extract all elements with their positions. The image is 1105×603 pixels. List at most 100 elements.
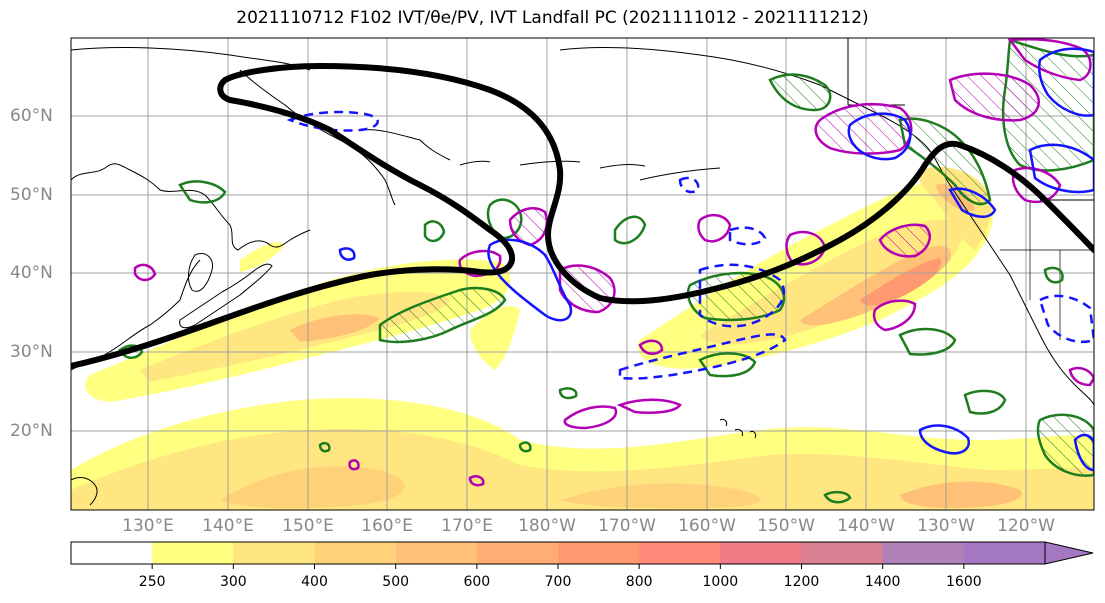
colorbar-tick-label: 700 bbox=[544, 574, 572, 590]
colorbar-tick-label: 1000 bbox=[702, 574, 739, 590]
theta-e-dashed-6 bbox=[1038, 294, 1094, 344]
lat-label-30n: 30°N bbox=[10, 342, 53, 362]
green-central bbox=[686, 271, 786, 322]
map-border bbox=[70, 37, 1095, 511]
pv-south-1 bbox=[563, 405, 618, 430]
pv-ne-1 bbox=[948, 72, 1040, 122]
green-china bbox=[118, 344, 144, 359]
figure-title: 2021110712 F102 IVT/θe/PV, IVT Landfall … bbox=[236, 8, 869, 28]
ivt-jet-east-core bbox=[800, 245, 951, 326]
lat-label-40n: 40°N bbox=[10, 263, 53, 283]
colorbar-segment bbox=[558, 542, 640, 564]
theta-e-south bbox=[918, 424, 971, 455]
green-se2 bbox=[1036, 413, 1094, 477]
colorbar-tick-label: 500 bbox=[382, 574, 410, 590]
green-small-1 bbox=[423, 220, 446, 243]
theta-e-dashed-2 bbox=[678, 176, 700, 194]
ivt-japan bbox=[240, 242, 285, 272]
theta-e-dashed-5 bbox=[728, 226, 767, 246]
philippines bbox=[71, 477, 98, 506]
green-contours bbox=[118, 38, 1094, 504]
pv-small-2 bbox=[348, 459, 360, 471]
theta-e-east bbox=[1028, 143, 1094, 194]
korea bbox=[187, 253, 214, 292]
lon-label-160w: 160°W bbox=[678, 516, 736, 536]
pv-se bbox=[1068, 366, 1094, 387]
pv-gulf bbox=[814, 102, 913, 155]
colorbar-segment bbox=[71, 542, 153, 564]
ivt-band-southern-core bbox=[220, 466, 405, 509]
lon-label-160e: 160°E bbox=[361, 516, 413, 536]
colorbar-tick-label: 1600 bbox=[946, 574, 982, 590]
lon-label-130e: 130°E bbox=[122, 516, 174, 536]
coastlines bbox=[71, 38, 1094, 506]
lon-label-170w: 170°W bbox=[598, 516, 656, 536]
colorbar bbox=[70, 541, 1094, 569]
ivt-band-southern-core2 bbox=[560, 483, 761, 508]
aleutians bbox=[459, 160, 646, 169]
green-se bbox=[963, 389, 1007, 415]
colorbar-segment bbox=[801, 542, 884, 564]
green-small-3 bbox=[558, 387, 578, 400]
pv-mid-5 bbox=[785, 230, 827, 266]
lon-label-150w: 150°W bbox=[757, 516, 815, 536]
colorbar-tick-label: 250 bbox=[138, 574, 166, 590]
colorbar-tick-label: 1200 bbox=[783, 574, 820, 590]
pv-small-3 bbox=[468, 475, 485, 487]
lat-label-50n: 50°N bbox=[10, 185, 53, 205]
theta-e-south2 bbox=[1073, 433, 1094, 472]
colorbar-segment bbox=[152, 542, 234, 564]
pv-small-1 bbox=[638, 339, 664, 355]
pv-east-2 bbox=[872, 299, 917, 332]
colorbar-tick-label: 800 bbox=[625, 574, 653, 590]
lat-label-20n: 20°N bbox=[10, 421, 53, 441]
hawaii bbox=[719, 419, 757, 439]
green-south-hawaii bbox=[698, 352, 757, 378]
lon-label-140e: 140°E bbox=[202, 516, 254, 536]
theta-e-dashed-3 bbox=[698, 263, 786, 328]
green-gulf bbox=[768, 73, 832, 112]
lon-label-170e: 170°E bbox=[441, 516, 493, 536]
pv-mid-4 bbox=[697, 213, 732, 243]
lon-label-150e: 150°E bbox=[282, 516, 334, 536]
ivt-landfall-pc-contour bbox=[71, 63, 1094, 369]
green-east-mid bbox=[898, 327, 957, 356]
lon-label-180w: 180°W bbox=[518, 516, 576, 536]
colorbar-segment bbox=[963, 542, 1046, 564]
theta-e-dashed-4 bbox=[618, 333, 787, 380]
north-america-coast bbox=[949, 184, 1094, 406]
lon-label-130w: 130°W bbox=[917, 516, 975, 536]
colorbar-segment bbox=[314, 542, 397, 564]
ivt-jet-west-core bbox=[290, 314, 380, 342]
ivt-mid bbox=[470, 306, 520, 370]
colorbar-segment bbox=[720, 542, 802, 564]
colorbar-tick-label: 300 bbox=[219, 574, 247, 590]
green-asia bbox=[178, 180, 227, 204]
theta-e-coast bbox=[948, 187, 997, 218]
colorbar-extend-arrow bbox=[1044, 541, 1094, 565]
theta-e-gulf bbox=[847, 112, 912, 161]
green-small-5 bbox=[1043, 266, 1064, 284]
theta-e-mid bbox=[487, 238, 573, 322]
colorbar-segment bbox=[882, 542, 965, 564]
pv-east-jet bbox=[878, 223, 931, 258]
green-small-4 bbox=[823, 490, 852, 504]
lon-label-120w: 120°W bbox=[997, 516, 1055, 536]
ivt-jet-east-max bbox=[860, 258, 941, 306]
colorbar-tick-label: 400 bbox=[301, 574, 328, 590]
pv-mid-1 bbox=[508, 207, 549, 247]
lat-label-60n: 60°N bbox=[10, 106, 53, 126]
colorbar-tick-label: 600 bbox=[463, 574, 491, 590]
green-coastal bbox=[898, 117, 992, 206]
green-mid-west bbox=[378, 286, 507, 344]
colorbar-segment bbox=[639, 542, 721, 564]
green-small-7 bbox=[318, 441, 331, 453]
colorbar-segment bbox=[233, 542, 315, 564]
colorbar-segment bbox=[476, 542, 559, 564]
map-area bbox=[71, 38, 1094, 510]
ivt-band-southern-core3 bbox=[900, 481, 1022, 508]
lon-label-140w: 140°W bbox=[837, 516, 895, 536]
japan bbox=[179, 263, 273, 329]
colorbar-tick-label: 1400 bbox=[864, 574, 901, 590]
